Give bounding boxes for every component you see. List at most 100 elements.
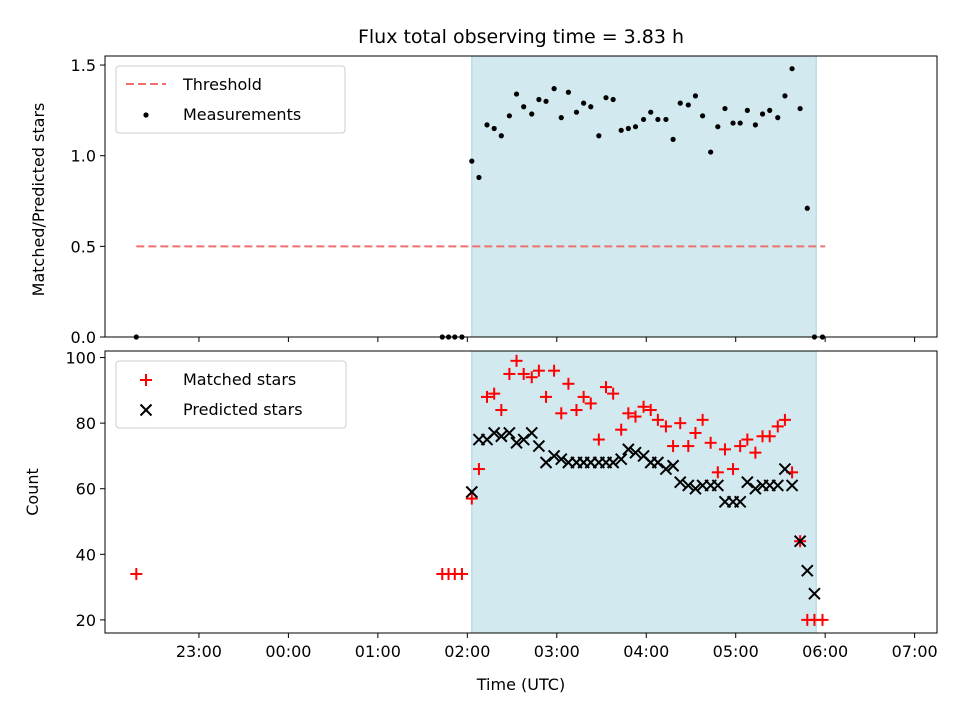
measurement-point	[469, 158, 475, 164]
bottom-xtick-label: 06:00	[802, 642, 848, 661]
bottom-ytick-label: 80	[76, 414, 96, 433]
matched-star-point	[548, 364, 561, 377]
matched-star-point	[130, 567, 143, 580]
measurement-point	[775, 115, 781, 121]
matched-star-point	[734, 440, 747, 453]
matched-star-point	[741, 433, 754, 446]
observing-span-top	[471, 55, 817, 338]
measurement-point	[543, 98, 549, 104]
predicted-star-point	[525, 426, 538, 440]
matched-star-point	[674, 417, 687, 430]
measurement-point	[498, 133, 504, 139]
measurement-point	[782, 93, 788, 99]
matched-star-point	[696, 413, 709, 426]
bottom-x-ticks: 23:00 00:00 01:00 02:00 03:00 04:00 05:00 06:00…	[176, 633, 938, 661]
measurement-point	[797, 105, 803, 112]
predicted-star-point	[741, 475, 754, 489]
matched-star-point	[495, 404, 508, 417]
measurement-point	[573, 109, 580, 115]
predicted-star-point	[801, 564, 814, 577]
predicted-star-point	[539, 456, 553, 469]
measurement-point	[640, 116, 647, 123]
top-y-ticks: 0.0 0.5 1.0 1.5	[71, 56, 105, 347]
measurement-points	[133, 66, 826, 340]
predicted-star-point	[808, 587, 821, 600]
matched-star-point	[525, 371, 538, 384]
bottom-ytick-label: 100	[65, 349, 96, 368]
predicted-star-point	[503, 426, 516, 440]
count-points	[130, 354, 829, 626]
measurement-point	[804, 205, 810, 211]
bottom-xtick-label: 07:00	[892, 642, 938, 661]
predicted-star-point	[682, 479, 695, 492]
x-axis-label: Time (UTC)	[476, 675, 565, 694]
predicted-star-point	[606, 456, 620, 469]
matched-star-point	[727, 463, 740, 476]
predicted-star-point	[749, 482, 762, 495]
matched-star-point	[599, 381, 612, 394]
top-x-ticks	[198, 337, 916, 342]
measurement-point	[603, 95, 609, 101]
measurement-point	[610, 96, 616, 103]
predicted-star-point	[487, 426, 501, 440]
matched-star-point	[592, 433, 605, 446]
matched-star-point	[455, 567, 468, 580]
observing-span-bottom	[471, 350, 817, 634]
bottom-legend: Matched stars Predicted stars	[115, 360, 347, 429]
measurement-point	[655, 116, 661, 123]
measurement-point	[484, 122, 490, 128]
legend-predicted-swatch	[139, 403, 153, 417]
predicted-star-point	[629, 446, 642, 459]
measurement-point	[596, 133, 602, 139]
bottom-xtick-label: 23:00	[176, 642, 222, 661]
matched-star-point	[540, 390, 553, 403]
measurement-point	[759, 111, 766, 117]
matched-star-point	[503, 367, 516, 380]
matched-star-point	[577, 390, 590, 403]
bottom-axes-frame	[104, 350, 938, 634]
matched-star-point	[771, 420, 784, 433]
legend-measurement-label: Measurements	[183, 105, 301, 124]
bottom-y-ticks: 20 40 60 80 100	[65, 349, 105, 630]
matched-star-point	[816, 613, 829, 626]
top-ytick-label: 0.5	[71, 237, 96, 256]
measurement-point	[558, 115, 564, 121]
top-ytick-label: 0.0	[71, 328, 96, 347]
matched-star-point	[488, 387, 501, 400]
predicted-star-point	[674, 475, 687, 489]
predicted-star-point	[711, 479, 725, 492]
matched-star-point	[651, 413, 664, 426]
matched-star-point	[644, 404, 657, 417]
matched-star-point	[517, 367, 530, 380]
measurement-point	[744, 107, 750, 113]
bottom-xtick-label: 00:00	[265, 642, 311, 661]
matched-star-point	[704, 436, 717, 449]
measurement-point	[730, 120, 736, 126]
measurement-point	[529, 111, 535, 117]
predicted-star-point	[614, 453, 628, 466]
matched-star-point	[749, 446, 762, 459]
measurement-point	[677, 100, 683, 106]
measurement-point	[737, 120, 743, 126]
legend-matched-swatch	[140, 374, 152, 386]
matched-star-point	[659, 420, 672, 433]
legend-box	[115, 65, 346, 134]
matched-star-point	[637, 400, 650, 413]
measurement-point	[722, 105, 728, 112]
measurement-point	[663, 116, 669, 123]
measurement-point	[491, 125, 497, 132]
top-ytick-label: 1.0	[71, 147, 96, 166]
measurement-point	[551, 86, 557, 92]
matched-star-point	[532, 364, 545, 377]
predicted-star-point	[651, 456, 665, 469]
measurement-point	[513, 91, 520, 97]
measurement-point	[752, 122, 758, 128]
bottom-ytick-label: 60	[76, 480, 96, 499]
bottom-xtick-label: 01:00	[355, 642, 401, 661]
matched-star-point	[622, 407, 635, 420]
bottom-y-axis-label: Count	[23, 468, 42, 516]
bottom-ytick-label: 20	[76, 611, 96, 630]
matched-star-point	[481, 390, 494, 403]
predicted-star-point	[495, 430, 508, 443]
matched-star-point	[607, 387, 620, 400]
